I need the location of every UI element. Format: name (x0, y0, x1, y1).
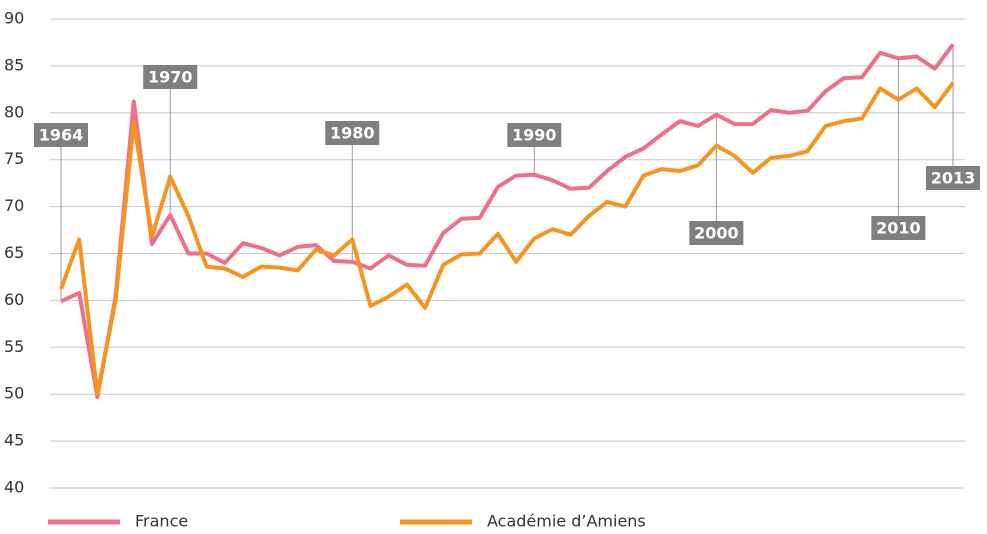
annotation-box (926, 166, 980, 190)
series-line (60, 43, 955, 399)
annotation-box (34, 123, 88, 147)
y-tick-label: 55 (4, 337, 24, 356)
annotation-label: 1990 (512, 126, 557, 145)
y-tick-label: 70 (4, 196, 24, 215)
annotation-label: 1970 (148, 68, 193, 87)
legend-label: Académie d’Amiens (487, 512, 646, 531)
y-tick-label: 80 (4, 102, 24, 121)
y-tick-label: 90 (4, 9, 24, 28)
annotation-box (143, 65, 198, 89)
y-tick-label: 45 (4, 431, 24, 450)
y-tick-label: 40 (4, 478, 24, 497)
annotation-box (325, 121, 380, 145)
annotation-label: 1964 (39, 126, 84, 145)
y-tick-label: 75 (4, 149, 24, 168)
annotation-label: 2013 (931, 169, 976, 188)
series-line (59, 81, 955, 397)
annotation-box (871, 216, 926, 240)
annotation-label: 2000 (694, 224, 739, 243)
annotation-label: 2010 (876, 219, 921, 238)
y-tick-label: 60 (4, 290, 24, 309)
annotation-label: 1980 (330, 124, 375, 143)
y-tick-label: 65 (4, 243, 24, 262)
annotation-box (507, 123, 562, 147)
annotation-box (689, 221, 744, 245)
y-tick-label: 50 (4, 384, 24, 403)
y-tick-label: 85 (4, 55, 24, 74)
legend-label: France (135, 512, 188, 531)
